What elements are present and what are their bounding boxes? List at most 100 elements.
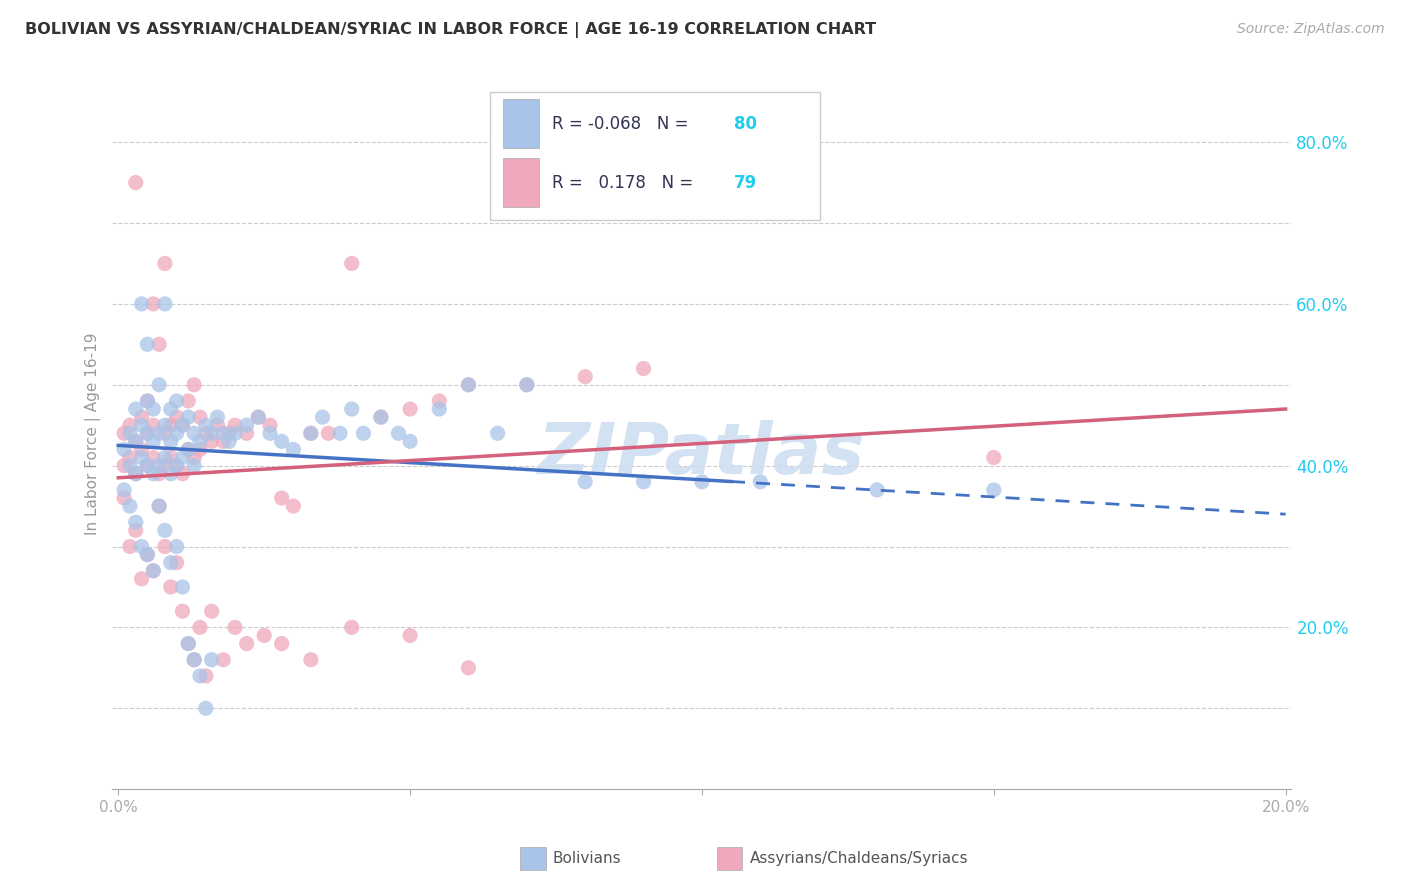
- Text: Bolivians: Bolivians: [553, 852, 621, 866]
- Point: [235, 636, 257, 650]
- Point: [177, 636, 200, 650]
- Point: [166, 458, 188, 473]
- Point: [131, 540, 153, 554]
- Point: [188, 442, 211, 457]
- Point: [142, 418, 165, 433]
- Text: 80: 80: [734, 115, 756, 133]
- Point: [125, 524, 148, 538]
- Point: [112, 458, 135, 473]
- Point: [516, 377, 538, 392]
- Point: [283, 499, 305, 513]
- Point: [172, 580, 194, 594]
- Point: [749, 475, 772, 489]
- Point: [148, 377, 170, 392]
- Point: [224, 426, 246, 441]
- Point: [201, 426, 224, 441]
- Point: [427, 393, 450, 408]
- Point: [194, 426, 217, 441]
- Point: [118, 458, 141, 473]
- Point: [136, 426, 159, 441]
- Point: [457, 377, 479, 392]
- Point: [142, 450, 165, 465]
- Point: [166, 410, 188, 425]
- Point: [142, 402, 165, 417]
- Point: [142, 297, 165, 311]
- Point: [159, 418, 181, 433]
- Point: [399, 434, 422, 449]
- Point: [118, 540, 141, 554]
- Point: [125, 434, 148, 449]
- Point: [283, 442, 305, 457]
- Point: [207, 410, 229, 425]
- Point: [399, 628, 422, 642]
- Point: [112, 426, 135, 441]
- Point: [259, 418, 281, 433]
- Point: [633, 361, 655, 376]
- Point: [633, 475, 655, 489]
- Point: [183, 450, 205, 465]
- Point: [166, 556, 188, 570]
- Text: Assyrians/Chaldeans/Syriacs: Assyrians/Chaldeans/Syriacs: [749, 852, 967, 866]
- Point: [148, 467, 170, 481]
- Point: [574, 475, 596, 489]
- Point: [318, 426, 340, 441]
- Point: [690, 475, 713, 489]
- Point: [166, 540, 188, 554]
- Point: [172, 418, 194, 433]
- Point: [131, 410, 153, 425]
- Point: [340, 620, 363, 634]
- Point: [212, 426, 235, 441]
- Point: [131, 418, 153, 433]
- Text: 79: 79: [734, 174, 758, 192]
- Point: [247, 410, 270, 425]
- Point: [177, 442, 200, 457]
- Point: [125, 176, 148, 190]
- Point: [159, 580, 181, 594]
- Point: [201, 604, 224, 618]
- Point: [235, 418, 257, 433]
- Point: [259, 426, 281, 441]
- Point: [194, 418, 217, 433]
- Point: [153, 426, 176, 441]
- Point: [177, 393, 200, 408]
- Point: [142, 434, 165, 449]
- Point: [457, 377, 479, 392]
- Point: [235, 426, 257, 441]
- Point: [172, 604, 194, 618]
- Point: [172, 450, 194, 465]
- Text: R = -0.068   N =: R = -0.068 N =: [553, 115, 695, 133]
- Point: [224, 620, 246, 634]
- Point: [136, 548, 159, 562]
- Point: [125, 467, 148, 481]
- Point: [153, 418, 176, 433]
- Text: BOLIVIAN VS ASSYRIAN/CHALDEAN/SYRIAC IN LABOR FORCE | AGE 16-19 CORRELATION CHAR: BOLIVIAN VS ASSYRIAN/CHALDEAN/SYRIAC IN …: [25, 22, 876, 38]
- Point: [983, 483, 1005, 497]
- Point: [183, 426, 205, 441]
- Point: [153, 297, 176, 311]
- Point: [159, 434, 181, 449]
- Point: [194, 669, 217, 683]
- Point: [183, 653, 205, 667]
- Text: ZIPatlas: ZIPatlas: [538, 420, 866, 489]
- Point: [983, 450, 1005, 465]
- Point: [148, 426, 170, 441]
- Point: [136, 458, 159, 473]
- Point: [311, 410, 333, 425]
- Point: [159, 556, 181, 570]
- Point: [131, 450, 153, 465]
- Point: [153, 524, 176, 538]
- Point: [201, 434, 224, 449]
- Point: [387, 426, 409, 441]
- Point: [159, 450, 181, 465]
- Point: [118, 450, 141, 465]
- Point: [153, 458, 176, 473]
- Point: [486, 426, 509, 441]
- Point: [153, 256, 176, 270]
- Point: [153, 450, 176, 465]
- Point: [457, 661, 479, 675]
- Point: [329, 426, 352, 441]
- Point: [112, 491, 135, 505]
- Point: [207, 418, 229, 433]
- Point: [136, 458, 159, 473]
- Point: [131, 572, 153, 586]
